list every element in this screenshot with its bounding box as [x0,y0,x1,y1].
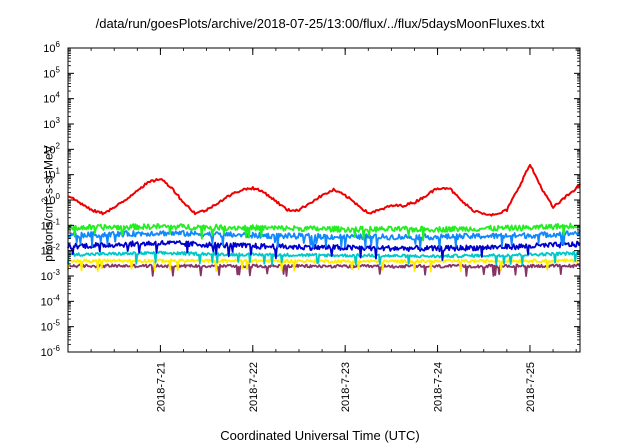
x-tick-label: 2018-7-22 [248,362,260,412]
y-tick-label: 10-6 [41,344,61,359]
y-tick-label: 10-2 [41,243,61,258]
series-line-4 [67,250,581,266]
y-tick-label: 10-3 [41,268,61,283]
series-line-2 [67,229,581,250]
chart-title: /data/run/goesPlots/archive/2018-07-25/1… [95,16,545,31]
ticks-layer: 10-6 10-5 10-4 10-3 10-2 10-1 100 101 102 103 104 1… [41,40,580,412]
axes-layer [67,47,581,353]
x-tick-label: 2018-7-24 [433,362,445,412]
y-axis-label-prefix: protons/cm [41,202,56,262]
x-tick-label: 2018-7-21 [155,362,167,412]
series-line-1 [67,222,581,242]
y-tick-label: 104 [43,91,60,106]
series-line-0 [67,163,581,217]
plot-frame [67,47,581,353]
y-tick-label: 106 [43,40,60,55]
x-tick-label: 2018-7-25 [525,362,537,412]
y-axis-label-suffix: -s-sr-MeV [41,145,56,198]
y-tick-label: 10-4 [41,293,61,308]
y-axis-label-sup: 2 [40,197,50,203]
x-axis-label: Coordinated Universal Time (UTC) [220,428,420,443]
series-line-3 [67,239,581,261]
y-tick-label: 10-1 [41,217,61,232]
y-tick-label: 103 [43,116,60,131]
series-layer [67,163,581,278]
series-line-5 [67,258,581,273]
x-tick-label: 2018-7-23 [340,362,352,412]
y-tick-label: 10-5 [41,319,61,334]
y-tick-label: 100 [43,192,60,207]
y-tick-label: 102 [43,141,60,156]
series-line-6 [67,263,581,278]
y-tick-label: 101 [43,167,60,182]
y-axis-label: protons/cm2-s-sr-MeV [41,104,56,304]
y-tick-label: 105 [43,65,60,80]
